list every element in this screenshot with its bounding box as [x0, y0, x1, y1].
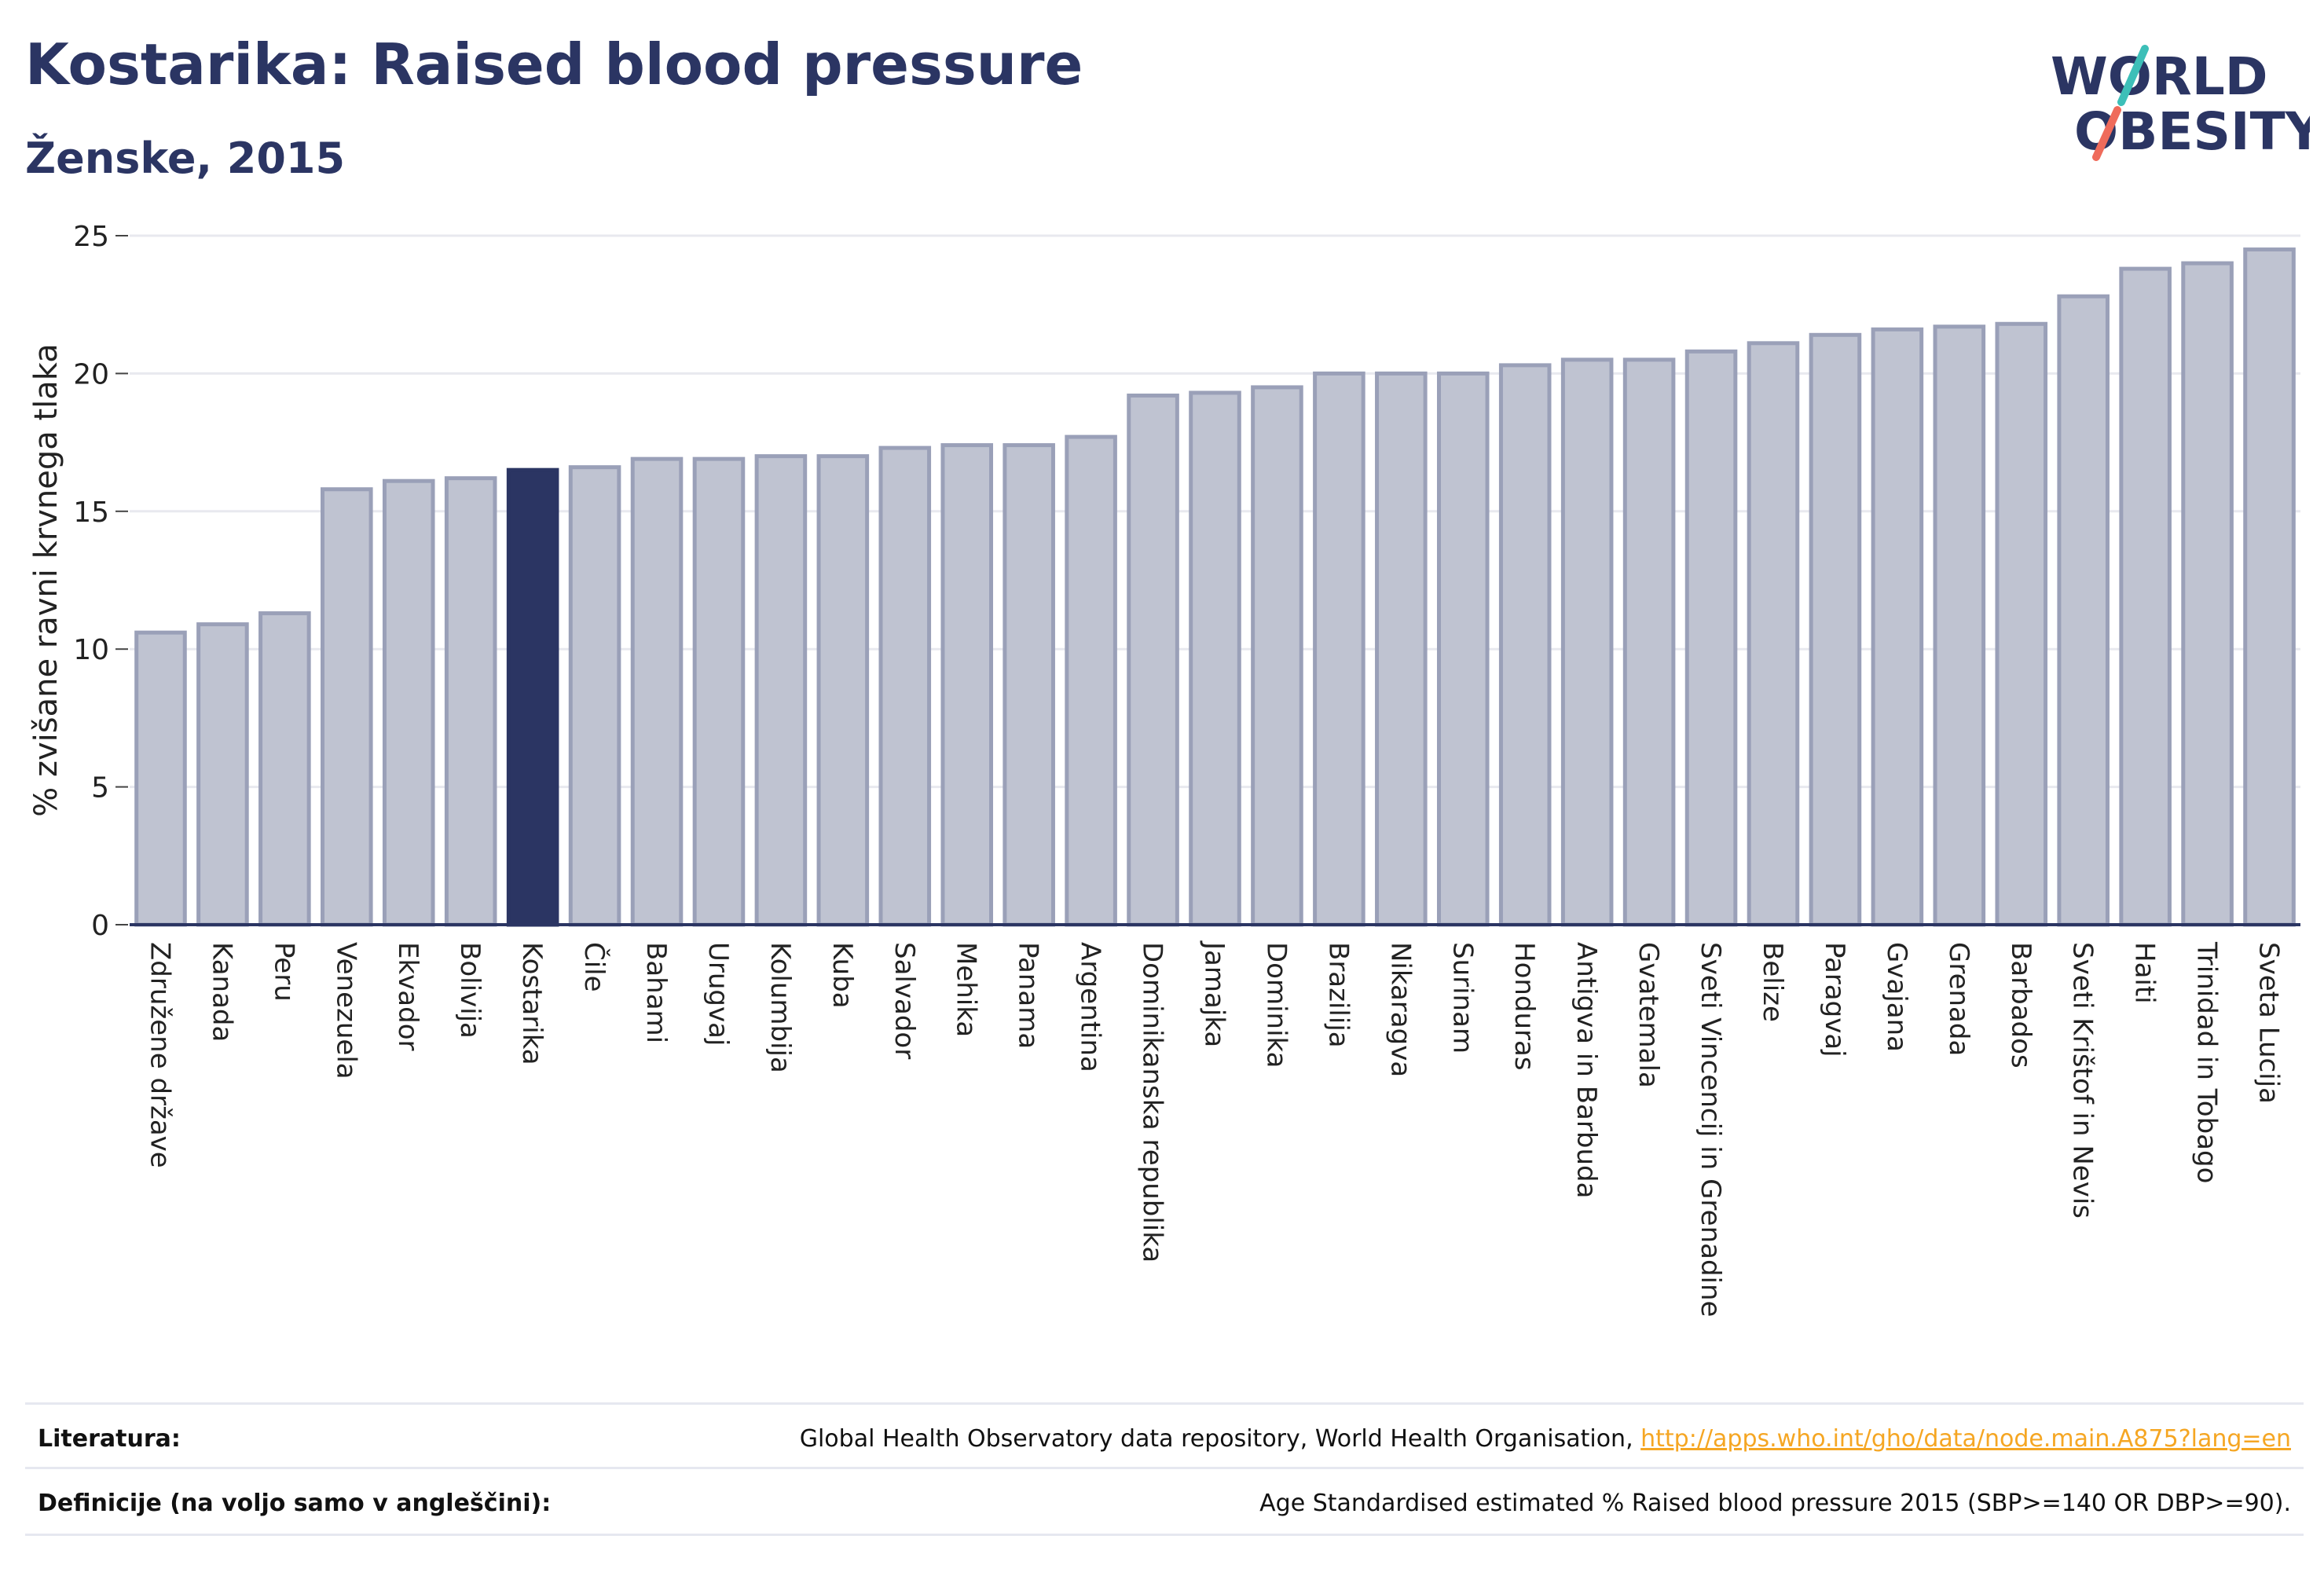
- bar: [258, 611, 311, 927]
- x-axis-labels: Združene države Kanada Peru Venezuela Ekvado…: [144, 940, 2284, 1317]
- bar-chart: 0 5 10 15 20 25 Združene države Kanada Peru Vene…: [28, 221, 2300, 1317]
- bar: [1933, 324, 1986, 927]
- bar: [1436, 371, 1490, 927]
- x-tick-label: Salvador: [889, 942, 920, 1059]
- bar: [321, 487, 373, 927]
- x-tick-label: Združene države: [144, 942, 175, 1168]
- literature-value: Global Health Observatory data repositor…: [800, 1425, 2291, 1453]
- y-tick-label: 5: [91, 772, 109, 804]
- bar: [2243, 247, 2296, 927]
- y-axis-label: % zvišane ravni krvnega tlaka: [28, 343, 64, 816]
- bar: [2057, 294, 2110, 927]
- x-tick-label: Dominikanska republika: [1137, 942, 1168, 1263]
- bar: [196, 622, 249, 927]
- y-tick-label: 25: [73, 221, 109, 253]
- bars: [134, 247, 2296, 927]
- bar: [1003, 443, 1055, 927]
- x-tick-label: Kanada: [206, 942, 237, 1042]
- x-tick-label: Trinidad in Tobago: [2191, 941, 2223, 1183]
- bar: [1684, 349, 1738, 927]
- x-tick-label: Sveta Lucija: [2253, 942, 2285, 1104]
- bar: [754, 454, 808, 927]
- y-tick-label: 20: [73, 358, 109, 390]
- x-tick-label: Čile: [578, 942, 610, 992]
- bar: [134, 630, 187, 927]
- bar: [1809, 332, 1862, 927]
- bar: [444, 476, 497, 927]
- literature-label: Literatura:: [38, 1425, 181, 1453]
- x-tick-label: Panama: [1013, 942, 1044, 1049]
- literature-link[interactable]: http://apps.who.int/gho/data/node.main.A…: [1640, 1425, 2291, 1453]
- chart-title: Kostarika: Raised blood pressure: [25, 31, 1083, 97]
- chart-subtitle: Ženske, 2015: [25, 134, 346, 183]
- x-tick-label: Bolivija: [454, 942, 486, 1039]
- bar: [940, 443, 994, 927]
- bar: [568, 465, 621, 927]
- bar: [1375, 371, 1428, 927]
- bar: [816, 454, 870, 927]
- bar-highlight: [506, 467, 559, 927]
- bar: [1065, 434, 1117, 927]
- x-tick-label: Gvatemala: [1633, 942, 1664, 1088]
- x-tick-label: Belize: [1757, 942, 1788, 1022]
- bar: [2119, 266, 2172, 927]
- bar: [1871, 327, 1924, 927]
- x-tick-label: Venezuela: [330, 942, 361, 1079]
- x-tick-label: Kolumbija: [764, 942, 796, 1073]
- y-axis-ticks: 0 5 10 15 20 25: [73, 221, 128, 942]
- x-tick-label: Surinam: [1446, 942, 1478, 1054]
- x-tick-label: Kostarika: [516, 942, 548, 1065]
- bar: [1251, 385, 1303, 927]
- x-tick-label: Grenada: [1943, 942, 1974, 1056]
- x-tick-label: Kuba: [827, 942, 858, 1009]
- bar: [382, 478, 435, 927]
- bar: [1498, 363, 1552, 927]
- x-tick-label: Argentina: [1075, 942, 1106, 1072]
- footer-definitions-row: Definicije (na voljo samo v angleščini):…: [25, 1467, 2304, 1536]
- bar: [2181, 261, 2234, 927]
- logo-text-world: WORLD: [2051, 46, 2268, 107]
- logo-slash-teal: [2117, 45, 2149, 106]
- bar: [1189, 390, 1241, 927]
- x-tick-label: Gvajana: [1881, 942, 1912, 1052]
- bar: [1127, 393, 1179, 927]
- y-tick-label: 10: [73, 634, 109, 666]
- definitions-label: Definicije (na voljo samo v angleščini):: [38, 1490, 552, 1517]
- logo-slash-coral: [2092, 106, 2121, 161]
- x-tick-label: Dominika: [1260, 942, 1292, 1068]
- bar: [1622, 357, 1676, 927]
- y-tick-label: 0: [91, 910, 109, 942]
- definitions-text: Age Standardised estimated % Raised bloo…: [1259, 1490, 2291, 1517]
- x-tick-label: Antigva in Barbuda: [1571, 942, 1602, 1198]
- x-tick-label: Bahami: [640, 942, 672, 1043]
- bar: [878, 445, 932, 927]
- x-tick-label: Mehika: [951, 942, 982, 1037]
- x-tick-label: Jamajka: [1199, 940, 1230, 1047]
- bar: [630, 456, 684, 927]
- x-tick-label: Sveti Krištof in Nevis: [2067, 942, 2099, 1219]
- bar: [1560, 357, 1614, 927]
- x-tick-label: Honduras: [1508, 942, 1540, 1071]
- bar: [692, 456, 746, 927]
- footer-literature-row: Literatura: Global Health Observatory da…: [25, 1402, 2304, 1469]
- literature-text: Global Health Observatory data repositor…: [799, 1425, 1641, 1453]
- x-tick-label: Nikaragva: [1384, 942, 1416, 1077]
- x-tick-label: Ekvador: [392, 942, 423, 1051]
- x-tick-label: Urugvaj: [702, 942, 734, 1046]
- x-tick-label: Brazilija: [1322, 942, 1354, 1048]
- x-tick-label: Haiti: [2129, 942, 2161, 1004]
- x-tick-label: Sveti Vincencij in Grenadine: [1695, 942, 1726, 1317]
- bar: [1747, 341, 1800, 927]
- x-tick-label: Paragvaj: [1819, 942, 1850, 1057]
- x-tick-label: Barbados: [2005, 942, 2036, 1068]
- y-tick-label: 15: [73, 497, 109, 529]
- x-tick-label: Peru: [268, 942, 299, 1002]
- world-obesity-logo: WORLD OBESITY: [2051, 45, 2310, 162]
- bar: [1313, 371, 1365, 927]
- bar: [1995, 321, 2048, 927]
